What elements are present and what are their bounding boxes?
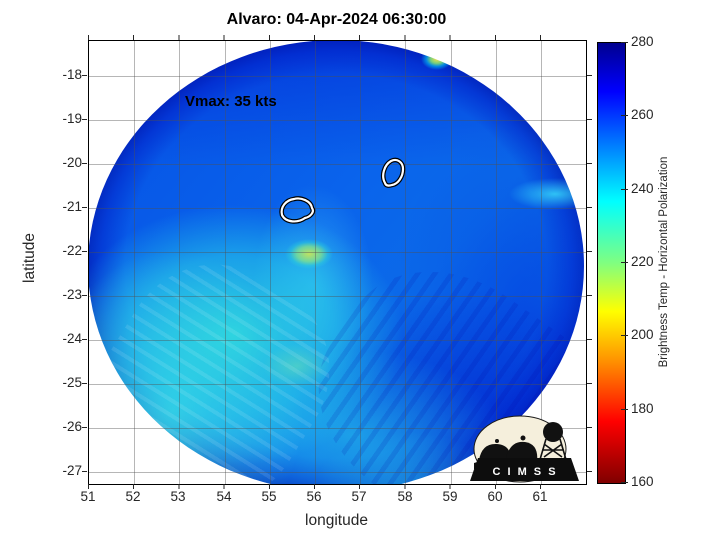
gridline-vertical [315, 41, 316, 484]
y-tick-label: -21 [62, 199, 82, 214]
dish-antenna-icon [479, 443, 511, 460]
gridline-horizontal [89, 208, 586, 209]
dish-antenna-icon [505, 441, 538, 462]
gridline-horizontal [89, 120, 586, 121]
colorbar-tick [621, 335, 628, 336]
gridline-vertical [496, 41, 497, 484]
y-tick-label: -18 [62, 67, 82, 82]
colorbar-tick-label: 200 [631, 327, 654, 342]
y-tick-label: -25 [62, 375, 82, 390]
x-tick-label: 58 [397, 489, 413, 504]
gridline-horizontal [89, 296, 586, 297]
colorbar-tick [621, 42, 628, 43]
colorbar-tick-label: 280 [631, 34, 654, 49]
gridline-horizontal [89, 340, 586, 341]
wind-contours [279, 157, 406, 224]
colorbar-label: Brightness Temp - Horizontal Polarizatio… [658, 156, 670, 368]
gridline-horizontal [89, 164, 586, 165]
cimss-logo: C I M S S [470, 415, 579, 483]
x-tick-label: 55 [261, 489, 277, 504]
contour-icon [280, 197, 314, 223]
x-tick-label: 59 [442, 489, 458, 504]
x-axis-ticks-top [88, 35, 542, 40]
x-tick-label: 52 [125, 489, 141, 504]
colorbar-tick-label: 180 [631, 401, 654, 416]
x-tick-label: 57 [351, 489, 367, 504]
gridline-vertical [225, 41, 226, 484]
gridline-vertical [360, 41, 361, 484]
y-tick-label: -27 [62, 463, 82, 478]
x-axis-ticks-bottom [88, 484, 542, 489]
colorbar-tick-label: 220 [631, 254, 654, 269]
logo-banner [470, 458, 579, 481]
gridline-horizontal [89, 428, 586, 429]
y-axis-ticks-left [82, 75, 87, 472]
x-tick-label: 60 [487, 489, 503, 504]
logo-text: C I M S S [492, 466, 557, 478]
y-axis-ticks-right [587, 75, 592, 472]
y-tick-label: -20 [62, 155, 82, 170]
water-tower-tank-icon [543, 422, 563, 442]
y-axis-label: latitude [21, 233, 38, 283]
plot-title: Alvaro: 04-Apr-2024 06:30:00 [226, 11, 447, 28]
gridline-vertical [541, 41, 542, 484]
gridline-horizontal [89, 252, 586, 253]
satellite-swath-image [89, 41, 584, 484]
gridline-vertical [451, 41, 452, 484]
x-tick-label: 61 [532, 489, 548, 504]
gridline-vertical [270, 41, 271, 484]
gridline-horizontal [89, 76, 586, 77]
plot-area: Vmax: 35 kts 15:09 away C I M S S [88, 40, 587, 485]
colorbar [597, 42, 626, 484]
y-tick-label: -23 [62, 287, 82, 302]
vmax-annotation: Vmax: 35 kts [185, 93, 277, 110]
y-tick-label: -24 [62, 331, 82, 346]
x-axis-label: longitude [305, 512, 368, 529]
colorbar-tick [621, 115, 628, 116]
gridline-vertical [179, 41, 180, 484]
y-tick-label: -22 [62, 243, 82, 258]
gridline-horizontal [89, 472, 586, 473]
x-tick-label: 56 [306, 489, 322, 504]
y-tick-label: -19 [62, 111, 82, 126]
gridline-vertical [134, 41, 135, 484]
colorbar-tick [621, 262, 628, 263]
time-away-annotation: 15:09 away [529, 93, 586, 110]
x-tick-label: 53 [170, 489, 186, 504]
x-tick-label: 54 [216, 489, 232, 504]
colorbar-tick-label: 160 [631, 474, 654, 489]
water-tower-legs-icon [538, 438, 568, 464]
colorbar-tick-label: 240 [631, 181, 654, 196]
gridline-horizontal [89, 384, 586, 385]
colorbar-tick-label: 260 [631, 107, 654, 122]
colorbar-tick [621, 189, 628, 190]
x-tick-label: 51 [80, 489, 96, 504]
contour-icon [382, 158, 405, 187]
y-tick-label: -26 [62, 419, 82, 434]
gridline-vertical [405, 41, 406, 484]
colorbar-tick [621, 482, 628, 483]
colorbar-tick [621, 409, 628, 410]
